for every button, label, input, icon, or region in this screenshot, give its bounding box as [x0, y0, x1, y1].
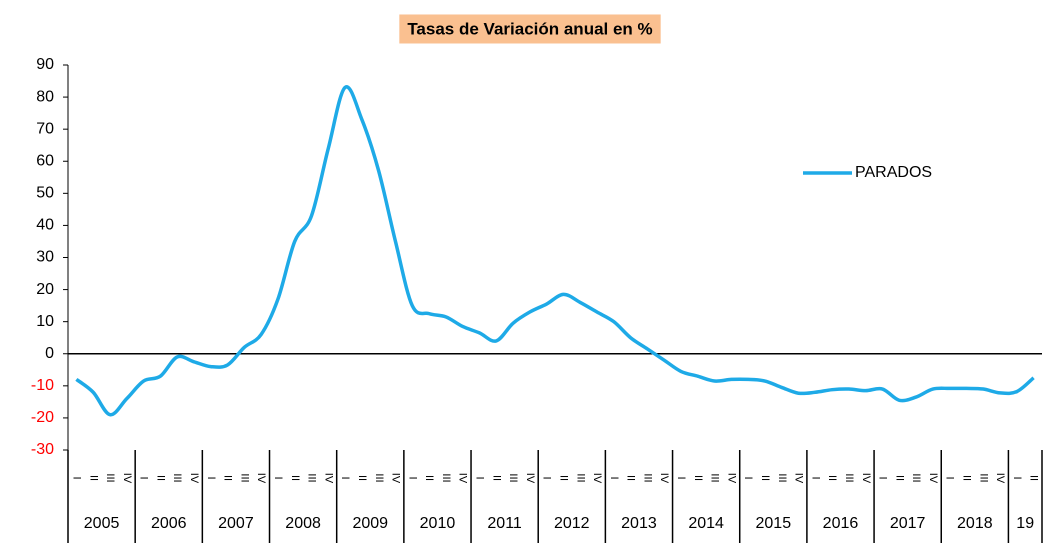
- x-tick-label: I: [608, 476, 620, 479]
- x-tick-label: II: [625, 475, 637, 481]
- x-tick-label: I: [944, 476, 956, 479]
- x-tick-label: II: [289, 475, 301, 481]
- x-tick-label: IV: [591, 473, 603, 484]
- x-tick-label: IV: [121, 473, 133, 484]
- x-tick-label: II: [154, 475, 166, 481]
- x-tick-label: I: [877, 476, 889, 479]
- year-label: 2010: [420, 515, 456, 532]
- x-tick-label: IV: [390, 473, 402, 484]
- year-label: 2012: [554, 515, 590, 532]
- x-tick-label: I: [541, 476, 553, 479]
- x-tick-label: IV: [793, 473, 805, 484]
- y-tick-label: 80: [36, 88, 54, 105]
- y-tick-label: -10: [31, 377, 54, 394]
- year-label: 2009: [352, 515, 388, 532]
- x-tick-label: III: [776, 473, 788, 482]
- x-tick-label: II: [222, 475, 234, 481]
- year-label: 2005: [84, 515, 120, 532]
- x-tick-label: I: [675, 476, 687, 479]
- x-tick-label: I: [1011, 476, 1023, 479]
- y-tick-label: 60: [36, 152, 54, 169]
- x-tick-label: II: [692, 475, 704, 481]
- year-label: 2016: [823, 515, 859, 532]
- y-tick-label: 50: [36, 185, 54, 202]
- year-label: 2013: [621, 515, 657, 532]
- y-tick-label: 30: [36, 249, 54, 266]
- data-line: [75, 85, 1035, 417]
- x-tick-label: III: [709, 473, 721, 482]
- x-tick-label: IV: [658, 473, 670, 484]
- chart-title: Tasas de Variación anual en %: [407, 19, 652, 38]
- x-tick-label: II: [961, 475, 973, 481]
- x-tick-label: I: [272, 476, 284, 479]
- x-tick-label: IV: [927, 473, 939, 484]
- legend-label: PARADOS: [855, 164, 932, 181]
- x-tick-label: III: [574, 473, 586, 482]
- x-tick-label: IV: [457, 473, 469, 484]
- x-tick-label: III: [306, 473, 318, 482]
- year-label: 2014: [688, 515, 724, 532]
- x-tick-label: I: [474, 476, 486, 479]
- year-label: 2015: [756, 515, 792, 532]
- year-label: 19: [1016, 515, 1034, 532]
- x-tick-label: III: [238, 473, 250, 482]
- x-tick-label: I: [742, 476, 754, 479]
- year-label: 2018: [957, 515, 993, 532]
- x-tick-label: III: [641, 473, 653, 482]
- x-tick-label: II: [1028, 475, 1040, 481]
- x-tick-label: I: [138, 476, 150, 479]
- x-tick-label: IV: [524, 473, 536, 484]
- y-tick-label: 70: [36, 120, 54, 137]
- x-tick-label: III: [171, 473, 183, 482]
- year-label: 2006: [151, 515, 187, 532]
- x-tick-label: I: [70, 476, 82, 479]
- x-tick-label: III: [373, 473, 385, 482]
- x-tick-label: III: [843, 473, 855, 482]
- y-tick-label: 40: [36, 217, 54, 234]
- x-tick-label: III: [507, 473, 519, 482]
- year-label: 2017: [890, 515, 926, 532]
- y-tick-label: 0: [45, 345, 54, 362]
- y-tick-label: -20: [31, 409, 54, 426]
- y-tick-label: 10: [36, 313, 54, 330]
- x-tick-label: I: [406, 476, 418, 479]
- year-label: 2008: [285, 515, 321, 532]
- title-background: [399, 14, 661, 44]
- y-tick-label: 20: [36, 281, 54, 298]
- x-tick-label: II: [490, 475, 502, 481]
- y-tick-label: -30: [31, 441, 54, 458]
- x-tick-label: IV: [322, 473, 334, 484]
- y-tick-label: 90: [36, 56, 54, 73]
- x-tick-label: III: [104, 473, 116, 482]
- x-tick-label: IV: [255, 473, 267, 484]
- x-tick-label: II: [759, 475, 771, 481]
- x-tick-label: II: [356, 475, 368, 481]
- x-tick-label: II: [87, 475, 99, 481]
- year-label: 2007: [218, 515, 254, 532]
- x-tick-label: III: [440, 473, 452, 482]
- x-tick-label: IV: [994, 473, 1006, 484]
- x-tick-label: IV: [725, 473, 737, 484]
- x-tick-label: II: [826, 475, 838, 481]
- x-tick-label: III: [977, 473, 989, 482]
- x-tick-label: II: [893, 475, 905, 481]
- x-tick-label: II: [423, 475, 435, 481]
- x-tick-label: I: [339, 476, 351, 479]
- x-tick-label: III: [910, 473, 922, 482]
- x-tick-label: II: [557, 475, 569, 481]
- x-tick-label: IV: [188, 473, 200, 484]
- x-tick-label: I: [205, 476, 217, 479]
- x-tick-label: IV: [860, 473, 872, 484]
- x-tick-label: I: [809, 476, 821, 479]
- year-label: 2011: [487, 515, 522, 532]
